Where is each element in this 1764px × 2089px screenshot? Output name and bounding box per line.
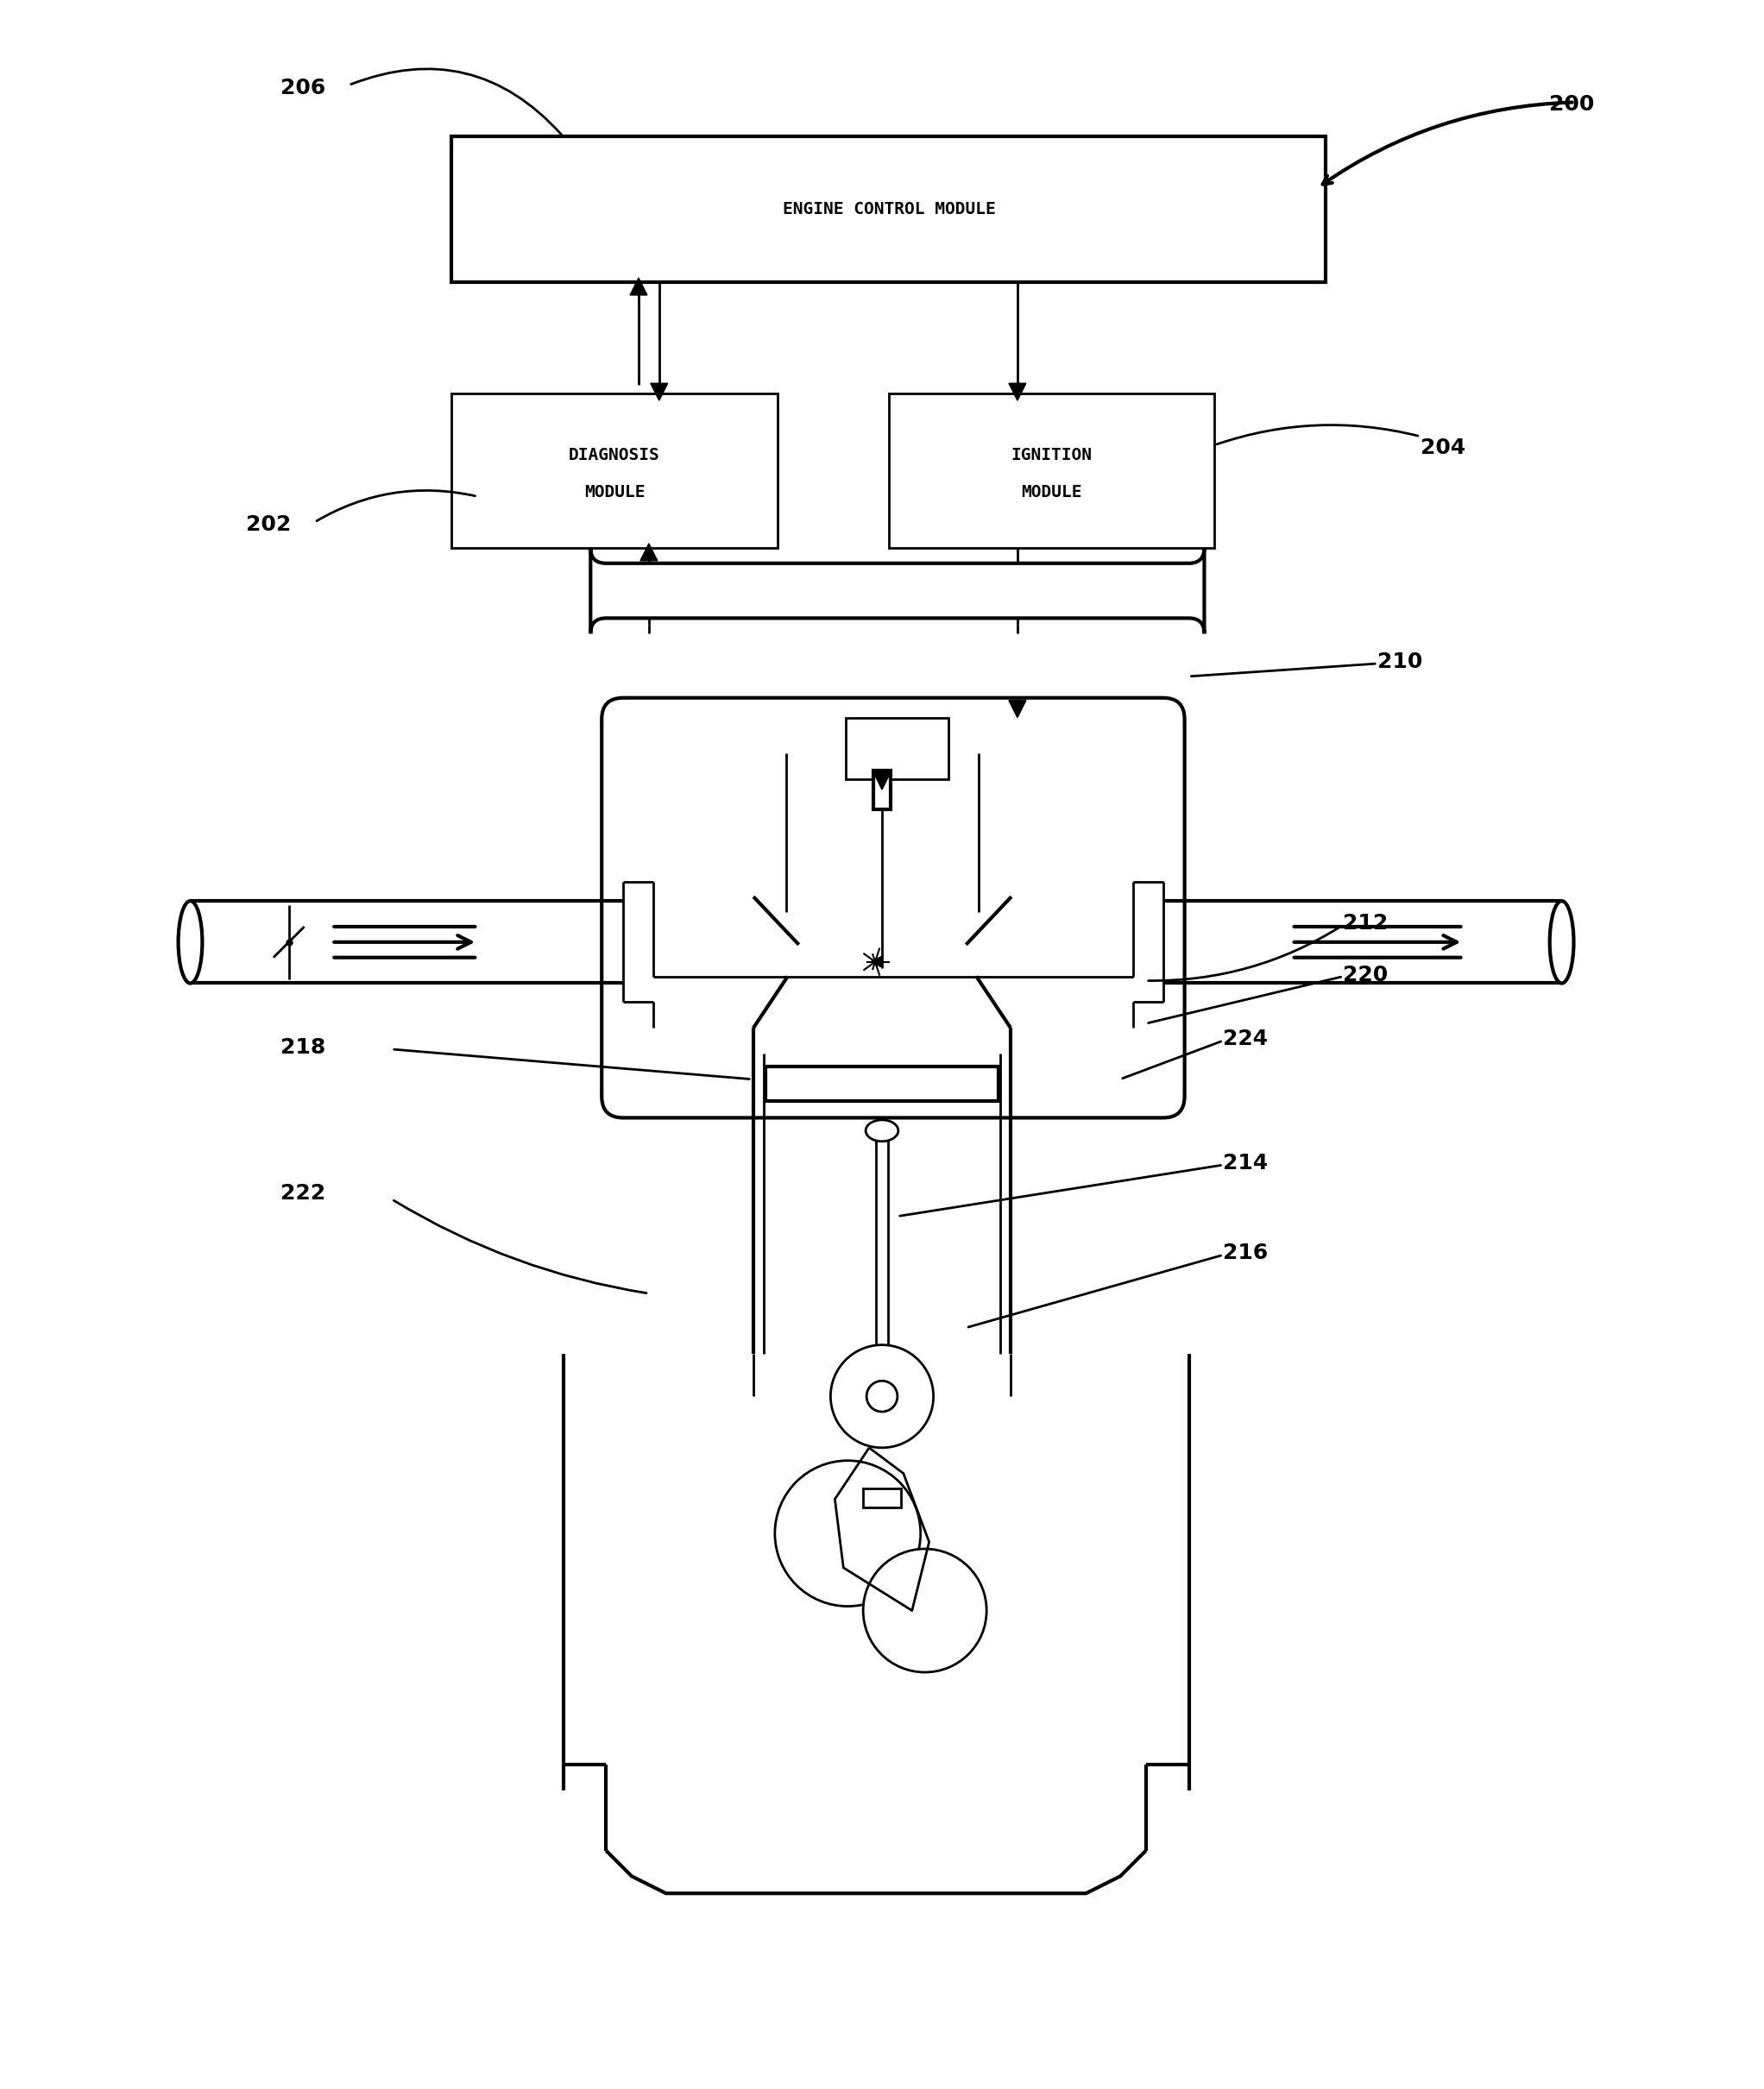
Bar (889, 393, 1215, 547)
Text: DIAGNOSIS: DIAGNOSIS (570, 447, 660, 464)
Bar (873, 771, 891, 808)
Polygon shape (640, 543, 658, 560)
Circle shape (863, 1548, 986, 1673)
Text: 224: 224 (1222, 1028, 1268, 1049)
Text: 220: 220 (1342, 965, 1388, 986)
FancyBboxPatch shape (602, 698, 1185, 1118)
Polygon shape (873, 773, 891, 790)
Text: MODULE: MODULE (584, 485, 646, 501)
Circle shape (866, 1381, 898, 1412)
Bar (766, 1065, 998, 1101)
Polygon shape (871, 957, 882, 967)
Text: 210: 210 (1378, 652, 1422, 673)
Bar (452, 136, 1327, 282)
FancyBboxPatch shape (591, 547, 1205, 633)
Ellipse shape (866, 1120, 898, 1141)
Text: 216: 216 (1222, 1243, 1268, 1264)
Circle shape (831, 1345, 933, 1448)
Text: 204: 204 (1420, 437, 1466, 457)
Bar (847, 717, 949, 779)
Polygon shape (651, 382, 669, 401)
Text: 218: 218 (280, 1036, 325, 1057)
Polygon shape (630, 278, 647, 295)
Bar (452, 393, 778, 547)
Text: ENGINE CONTROL MODULE: ENGINE CONTROL MODULE (783, 201, 995, 217)
Polygon shape (1009, 382, 1027, 401)
Text: 212: 212 (1342, 913, 1388, 934)
Text: IGNITION: IGNITION (1011, 447, 1092, 464)
Text: 206: 206 (280, 77, 325, 98)
Ellipse shape (1551, 900, 1573, 984)
Circle shape (774, 1460, 921, 1606)
Polygon shape (1009, 700, 1027, 717)
Text: MODULE: MODULE (1021, 485, 1081, 501)
Bar (877, 1130, 887, 1379)
Ellipse shape (178, 900, 203, 984)
Text: 214: 214 (1222, 1153, 1268, 1174)
Bar (863, 1370, 901, 1387)
Bar (863, 1489, 901, 1508)
Text: 200: 200 (1549, 94, 1595, 115)
Text: 222: 222 (280, 1182, 325, 1203)
Text: 202: 202 (245, 514, 291, 535)
